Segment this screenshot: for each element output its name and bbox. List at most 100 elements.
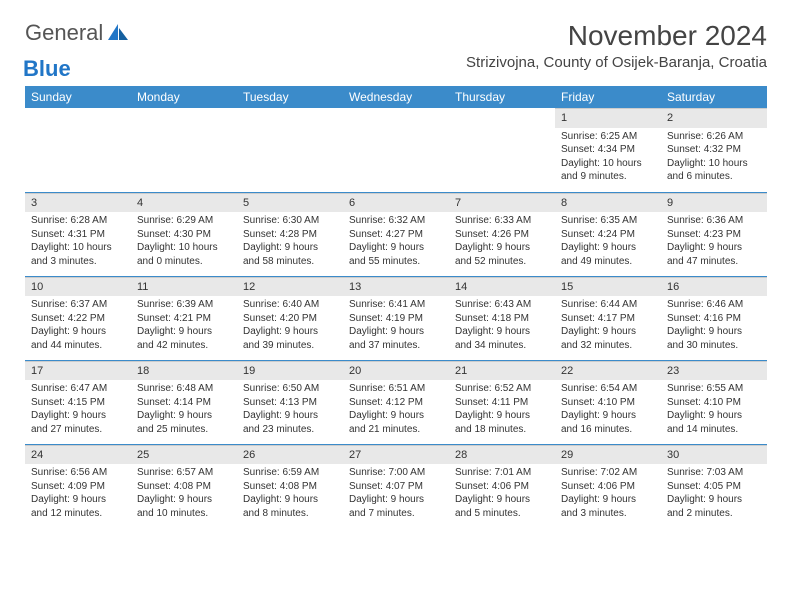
sunset-text: Sunset: 4:06 PM xyxy=(455,480,549,494)
sunrise-text: Sunrise: 6:43 AM xyxy=(455,298,549,312)
daylight-text: Daylight: 9 hours and 8 minutes. xyxy=(243,493,337,520)
daylight-text: Daylight: 9 hours and 7 minutes. xyxy=(349,493,443,520)
day-details: Sunrise: 6:43 AMSunset: 4:18 PMDaylight:… xyxy=(449,296,555,356)
daylight-text: Daylight: 9 hours and 16 minutes. xyxy=(561,409,655,436)
daylight-text: Daylight: 9 hours and 58 minutes. xyxy=(243,241,337,268)
calendar-day-cell: 28Sunrise: 7:01 AMSunset: 4:06 PMDayligh… xyxy=(449,444,555,528)
sunrise-text: Sunrise: 6:59 AM xyxy=(243,466,337,480)
sunrise-text: Sunrise: 6:56 AM xyxy=(31,466,125,480)
daylight-text: Daylight: 9 hours and 30 minutes. xyxy=(667,325,761,352)
sunrise-text: Sunrise: 7:03 AM xyxy=(667,466,761,480)
day-details: Sunrise: 6:46 AMSunset: 4:16 PMDaylight:… xyxy=(661,296,767,356)
day-details: Sunrise: 7:00 AMSunset: 4:07 PMDaylight:… xyxy=(343,464,449,524)
calendar-day-cell xyxy=(131,108,237,192)
sunset-text: Sunset: 4:16 PM xyxy=(667,312,761,326)
sunrise-text: Sunrise: 6:26 AM xyxy=(667,130,761,144)
day-details: Sunrise: 6:54 AMSunset: 4:10 PMDaylight:… xyxy=(555,380,661,440)
sunrise-text: Sunrise: 6:33 AM xyxy=(455,214,549,228)
weekday-header: Sunday xyxy=(25,86,131,108)
day-number: 10 xyxy=(25,277,131,297)
day-number: 18 xyxy=(131,361,237,381)
daylight-text: Daylight: 9 hours and 49 minutes. xyxy=(561,241,655,268)
day-details: Sunrise: 6:51 AMSunset: 4:12 PMDaylight:… xyxy=(343,380,449,440)
calendar-day-cell: 8Sunrise: 6:35 AMSunset: 4:24 PMDaylight… xyxy=(555,192,661,276)
calendar-body: 1Sunrise: 6:25 AMSunset: 4:34 PMDaylight… xyxy=(25,108,767,528)
day-number: 4 xyxy=(131,193,237,213)
day-details: Sunrise: 6:52 AMSunset: 4:11 PMDaylight:… xyxy=(449,380,555,440)
location-subtitle: Strizivojna, County of Osijek-Baranja, C… xyxy=(466,54,767,71)
day-number: 6 xyxy=(343,193,449,213)
day-details: Sunrise: 7:02 AMSunset: 4:06 PMDaylight:… xyxy=(555,464,661,524)
sunrise-text: Sunrise: 6:32 AM xyxy=(349,214,443,228)
day-details: Sunrise: 6:36 AMSunset: 4:23 PMDaylight:… xyxy=(661,212,767,272)
day-details: Sunrise: 6:56 AMSunset: 4:09 PMDaylight:… xyxy=(25,464,131,524)
sunset-text: Sunset: 4:07 PM xyxy=(349,480,443,494)
calendar-week-row: 17Sunrise: 6:47 AMSunset: 4:15 PMDayligh… xyxy=(25,360,767,444)
weekday-header: Saturday xyxy=(661,86,767,108)
daylight-text: Daylight: 10 hours and 0 minutes. xyxy=(137,241,231,268)
weekday-header: Thursday xyxy=(449,86,555,108)
day-number: 14 xyxy=(449,277,555,297)
sunrise-text: Sunrise: 6:48 AM xyxy=(137,382,231,396)
sunrise-text: Sunrise: 6:28 AM xyxy=(31,214,125,228)
sunset-text: Sunset: 4:12 PM xyxy=(349,396,443,410)
sunrise-text: Sunrise: 6:52 AM xyxy=(455,382,549,396)
calendar-day-cell: 10Sunrise: 6:37 AMSunset: 4:22 PMDayligh… xyxy=(25,276,131,360)
calendar-day-cell: 4Sunrise: 6:29 AMSunset: 4:30 PMDaylight… xyxy=(131,192,237,276)
daylight-text: Daylight: 9 hours and 44 minutes. xyxy=(31,325,125,352)
day-number: 24 xyxy=(25,445,131,465)
daylight-text: Daylight: 9 hours and 25 minutes. xyxy=(137,409,231,436)
sunset-text: Sunset: 4:05 PM xyxy=(667,480,761,494)
sunset-text: Sunset: 4:27 PM xyxy=(349,228,443,242)
day-details: Sunrise: 6:57 AMSunset: 4:08 PMDaylight:… xyxy=(131,464,237,524)
calendar-day-cell: 25Sunrise: 6:57 AMSunset: 4:08 PMDayligh… xyxy=(131,444,237,528)
daylight-text: Daylight: 9 hours and 5 minutes. xyxy=(455,493,549,520)
calendar-day-cell: 13Sunrise: 6:41 AMSunset: 4:19 PMDayligh… xyxy=(343,276,449,360)
sunrise-text: Sunrise: 6:46 AM xyxy=(667,298,761,312)
daylight-text: Daylight: 9 hours and 2 minutes. xyxy=(667,493,761,520)
calendar-day-cell: 5Sunrise: 6:30 AMSunset: 4:28 PMDaylight… xyxy=(237,192,343,276)
daylight-text: Daylight: 9 hours and 32 minutes. xyxy=(561,325,655,352)
sunset-text: Sunset: 4:21 PM xyxy=(137,312,231,326)
sunset-text: Sunset: 4:13 PM xyxy=(243,396,337,410)
day-details: Sunrise: 6:26 AMSunset: 4:32 PMDaylight:… xyxy=(661,128,767,188)
weekday-header: Monday xyxy=(131,86,237,108)
page-header: General Blue November 2024 Strizivojna, … xyxy=(25,20,767,72)
logo: General Blue xyxy=(25,20,128,72)
day-number: 19 xyxy=(237,361,343,381)
calendar-day-cell: 3Sunrise: 6:28 AMSunset: 4:31 PMDaylight… xyxy=(25,192,131,276)
daylight-text: Daylight: 9 hours and 55 minutes. xyxy=(349,241,443,268)
calendar-day-cell: 12Sunrise: 6:40 AMSunset: 4:20 PMDayligh… xyxy=(237,276,343,360)
sunset-text: Sunset: 4:19 PM xyxy=(349,312,443,326)
calendar-week-row: 10Sunrise: 6:37 AMSunset: 4:22 PMDayligh… xyxy=(25,276,767,360)
calendar-week-row: 1Sunrise: 6:25 AMSunset: 4:34 PMDaylight… xyxy=(25,108,767,192)
sunrise-text: Sunrise: 6:55 AM xyxy=(667,382,761,396)
day-details: Sunrise: 6:32 AMSunset: 4:27 PMDaylight:… xyxy=(343,212,449,272)
calendar-day-cell: 7Sunrise: 6:33 AMSunset: 4:26 PMDaylight… xyxy=(449,192,555,276)
day-number: 7 xyxy=(449,193,555,213)
day-number: 12 xyxy=(237,277,343,297)
sunrise-text: Sunrise: 6:37 AM xyxy=(31,298,125,312)
day-details: Sunrise: 6:25 AMSunset: 4:34 PMDaylight:… xyxy=(555,128,661,188)
day-number: 21 xyxy=(449,361,555,381)
daylight-text: Daylight: 9 hours and 21 minutes. xyxy=(349,409,443,436)
sunrise-text: Sunrise: 6:30 AM xyxy=(243,214,337,228)
sunrise-text: Sunrise: 6:41 AM xyxy=(349,298,443,312)
day-details: Sunrise: 6:55 AMSunset: 4:10 PMDaylight:… xyxy=(661,380,767,440)
daylight-text: Daylight: 10 hours and 6 minutes. xyxy=(667,157,761,184)
sunrise-text: Sunrise: 6:29 AM xyxy=(137,214,231,228)
daylight-text: Daylight: 10 hours and 9 minutes. xyxy=(561,157,655,184)
calendar-day-cell: 21Sunrise: 6:52 AMSunset: 4:11 PMDayligh… xyxy=(449,360,555,444)
daylight-text: Daylight: 9 hours and 39 minutes. xyxy=(243,325,337,352)
day-details: Sunrise: 6:40 AMSunset: 4:20 PMDaylight:… xyxy=(237,296,343,356)
sunrise-text: Sunrise: 6:35 AM xyxy=(561,214,655,228)
calendar-day-cell: 6Sunrise: 6:32 AMSunset: 4:27 PMDaylight… xyxy=(343,192,449,276)
day-details: Sunrise: 6:39 AMSunset: 4:21 PMDaylight:… xyxy=(131,296,237,356)
calendar-day-cell xyxy=(343,108,449,192)
logo-sail-icon xyxy=(108,24,128,40)
daylight-text: Daylight: 9 hours and 3 minutes. xyxy=(561,493,655,520)
day-number: 16 xyxy=(661,277,767,297)
day-details: Sunrise: 6:50 AMSunset: 4:13 PMDaylight:… xyxy=(237,380,343,440)
sunset-text: Sunset: 4:10 PM xyxy=(561,396,655,410)
sunset-text: Sunset: 4:32 PM xyxy=(667,143,761,157)
